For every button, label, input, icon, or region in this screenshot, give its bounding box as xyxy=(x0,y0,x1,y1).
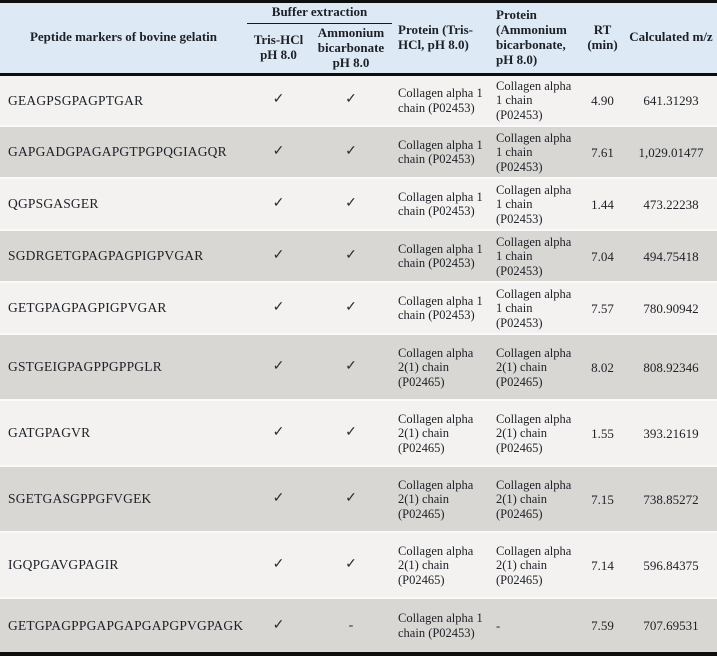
tris-check-mark: ✓ xyxy=(272,248,285,264)
ammonium-check-mark: ✓ xyxy=(345,92,357,108)
header-buffer-extraction-group: Buffer extraction xyxy=(247,1,392,24)
tris-check-mark: ✓ xyxy=(272,491,285,507)
ammonium-check-mark: ✓ xyxy=(345,248,357,264)
table-row: GATGPAGVR ✓ ✓ Collagen alpha 2(1) chain … xyxy=(0,400,717,467)
rt-value: 7.14 xyxy=(591,557,614,573)
protein-tris-value: Collagen alpha 1 chain (P02453) xyxy=(398,611,483,640)
rt-value: 7.15 xyxy=(591,491,614,507)
rt-value: 8.02 xyxy=(591,359,614,375)
protein-tris-value: Collagen alpha 2(1) chain (P02465) xyxy=(398,543,474,587)
ammonium-check-mark: ✓ xyxy=(345,425,357,441)
protein-tris-value: Collagen alpha 1 chain (P02453) xyxy=(398,137,483,167)
rt-value: 7.04 xyxy=(591,248,614,264)
protein-ammonium-value: Collagen alpha 2(1) chain (P02465) xyxy=(496,411,572,455)
peptide-sequence: GETGPAGPAGPIGPVGAR xyxy=(8,300,167,316)
table-row: SGETGASGPPGFVGEK ✓ ✓ Collagen alpha 2(1)… xyxy=(0,466,717,533)
protein-ammonium-value: Collagen alpha 2(1) chain (P02465) xyxy=(496,345,572,389)
mz-value: 494.75418 xyxy=(643,248,699,264)
mz-value: 596.84375 xyxy=(643,557,699,573)
header-tris-hcl: Tris-HCl pH 8.0 xyxy=(247,23,310,75)
protein-tris-value: Collagen alpha 2(1) chain (P02465) xyxy=(398,411,474,455)
ammonium-check-mark: ✓ xyxy=(345,300,357,316)
peptide-sequence: SGETGASGPPGFVGEK xyxy=(8,491,152,507)
protein-tris-value: Collagen alpha 1 chain (P02453) xyxy=(398,86,483,115)
mz-value: 473.22238 xyxy=(643,196,699,212)
tris-check-mark: ✓ xyxy=(272,617,285,633)
mz-value: 393.21619 xyxy=(643,425,699,441)
table-header: Peptide markers of bovine gelatin Buffer… xyxy=(0,1,717,75)
header-protein-ammonium: Protein (Ammonium bicarbonate, pH 8.0) xyxy=(490,1,580,75)
ammonium-check-mark: ✓ xyxy=(345,557,357,573)
mz-value: 707.69531 xyxy=(643,618,699,634)
peptide-sequence: GATGPAGVR xyxy=(8,425,91,441)
mz-value: 780.90942 xyxy=(643,300,699,316)
header-ammonium-bicarbonate: Ammonium bicarbonate pH 8.0 xyxy=(310,23,392,75)
ammonium-check-mark: ✓ xyxy=(345,491,357,507)
mz-value: 641.31293 xyxy=(643,93,699,109)
protein-tris-value: Collagen alpha 1 chain (P02453) xyxy=(398,241,483,271)
table-row: GEAGPSGPAGPTGAR ✓ ✓ Collagen alpha 1 cha… xyxy=(0,74,717,127)
protein-tris-value: Collagen alpha 1 chain (P02453) xyxy=(398,293,483,323)
protein-ammonium-value: Collagen alpha 1 chain (P02453) xyxy=(496,286,572,330)
ammonium-check-mark: ✓ xyxy=(345,359,357,375)
header-peptide-markers: Peptide markers of bovine gelatin xyxy=(0,1,247,75)
peptide-sequence: GAPGADGPAGAPGTPGPQGIAGQR xyxy=(8,144,227,160)
table-row: QGPSGASGER ✓ ✓ Collagen alpha 1 chain (P… xyxy=(0,178,717,231)
rt-value: 4.90 xyxy=(591,93,614,109)
protein-ammonium-value: Collagen alpha 1 chain (P02453) xyxy=(496,182,572,226)
tris-check-mark: ✓ xyxy=(272,144,285,160)
table-row: GETGPAGPAGPIGPVGAR ✓ ✓ Collagen alpha 1 … xyxy=(0,282,717,335)
table-body: GEAGPSGPAGPTGAR ✓ ✓ Collagen alpha 1 cha… xyxy=(0,74,717,655)
rt-value: 7.57 xyxy=(591,300,614,316)
table-row: IGQPGAVGPAGIR ✓ ✓ Collagen alpha 2(1) ch… xyxy=(0,532,717,599)
protein-ammonium-dash: - xyxy=(496,618,501,633)
tris-check-mark: ✓ xyxy=(272,359,285,375)
mz-value: 738.85272 xyxy=(643,491,699,507)
tris-check-mark: ✓ xyxy=(272,557,285,573)
rt-value: 1.55 xyxy=(591,425,614,441)
protein-tris-value: Collagen alpha 1 chain (P02453) xyxy=(398,189,483,219)
tris-check-mark: ✓ xyxy=(272,92,285,108)
tris-check-mark: ✓ xyxy=(272,425,285,441)
header-rt: RT (min) xyxy=(580,1,625,75)
header-protein-tris: Protein (Tris-HCl, pH 8.0) xyxy=(392,1,490,75)
rt-value: 7.61 xyxy=(591,144,614,160)
protein-ammonium-value: Collagen alpha 1 chain (P02453) xyxy=(496,78,572,122)
protein-ammonium-value: Collagen alpha 2(1) chain (P02465) xyxy=(496,477,572,521)
protein-tris-value: Collagen alpha 2(1) chain (P02465) xyxy=(398,477,474,521)
table-row: GAPGADGPAGAPGTPGPQGIAGQR ✓ ✓ Collagen al… xyxy=(0,126,717,179)
protein-ammonium-value: Collagen alpha 1 chain (P02453) xyxy=(496,130,572,174)
mz-value: 808.92346 xyxy=(643,359,699,375)
ammonium-dash: - xyxy=(348,617,354,633)
header-calculated-mz: Calculated m/z xyxy=(625,1,717,75)
table-row: GETGPAGPPGAPGAPGAPGPVGPAGK ✓ - Collagen … xyxy=(0,598,717,655)
tris-check-mark: ✓ xyxy=(272,196,285,212)
peptide-sequence: GETGPAGPPGAPGAPGAPGPVGPAGK xyxy=(8,617,244,633)
ammonium-check-mark: ✓ xyxy=(345,196,357,212)
ammonium-check-mark: ✓ xyxy=(345,144,357,160)
rt-value: 1.44 xyxy=(591,196,614,212)
peptide-sequence: IGQPGAVGPAGIR xyxy=(8,557,119,573)
protein-tris-value: Collagen alpha 2(1) chain (P02465) xyxy=(398,345,474,389)
rt-value: 7.59 xyxy=(591,618,614,634)
table-row: GSTGEIGPAGPPGPPGLR ✓ ✓ Collagen alpha 2(… xyxy=(0,334,717,401)
mz-value: 1,029.01477 xyxy=(638,144,704,160)
table-row: SGDRGETGPAGPAGPIGPVGAR ✓ ✓ Collagen alph… xyxy=(0,230,717,283)
peptide-sequence: SGDRGETGPAGPAGPIGPVGAR xyxy=(8,248,204,264)
peptide-sequence: QGPSGASGER xyxy=(8,196,99,212)
tris-check-mark: ✓ xyxy=(272,300,285,316)
protein-ammonium-value: Collagen alpha 2(1) chain (P02465) xyxy=(496,543,572,587)
peptide-sequence: GSTGEIGPAGPPGPPGLR xyxy=(8,359,162,375)
protein-ammonium-value: Collagen alpha 1 chain (P02453) xyxy=(496,234,572,278)
peptide-sequence: GEAGPSGPAGPTGAR xyxy=(8,92,144,108)
